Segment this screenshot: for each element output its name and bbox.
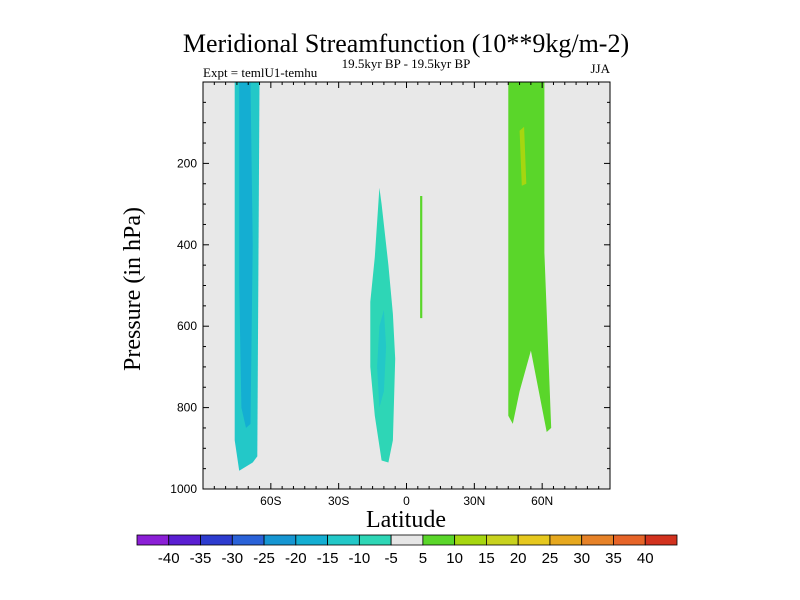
colorbar-label: 25 [542, 550, 559, 567]
colorbar-swatch [327, 534, 360, 546]
contour-southern-cell-inner [239, 82, 253, 428]
colorbar-label: -15 [317, 550, 339, 567]
y-axis-label: Pressure (in hPa) [120, 207, 146, 371]
x-tick-label: 30S [328, 494, 349, 508]
contour-equatorial-cell-inner [377, 309, 387, 408]
x-tick-label: 60N [531, 494, 553, 508]
plot-area [202, 81, 611, 490]
colorbar-swatch [613, 534, 646, 546]
contour-northern-cell [508, 82, 552, 432]
colorbar-label: 30 [573, 550, 590, 567]
colorbar-swatch [581, 534, 614, 546]
colorbar-label: -40 [158, 550, 180, 567]
y-tick-label: 200 [177, 156, 197, 170]
colorbar-swatch [549, 534, 583, 546]
experiment-label: Expt = temlU1-temhu [203, 65, 318, 80]
x-axis: 60S 30S 0 30N 60N [202, 82, 611, 508]
colorbar-label: 40 [637, 550, 654, 567]
colorbar-swatch [263, 534, 297, 546]
colorbar-swatch [168, 534, 201, 546]
y-tick-label: 1000 [170, 482, 197, 496]
colorbar-swatch [517, 534, 551, 546]
colorbar-swatch [200, 534, 233, 546]
colorbar-label: 35 [605, 550, 622, 567]
colorbar-swatch [454, 534, 487, 546]
colorbar-label: -25 [253, 550, 275, 567]
chart-title: Meridional Streamfunction (10**9kg/m-2) [183, 29, 629, 58]
colorbar-swatch [231, 534, 265, 546]
x-tick-label: 0 [403, 494, 410, 508]
colorbar-swatch [644, 534, 678, 546]
colorbar-label: -5 [384, 550, 397, 567]
season-label: JJA [590, 61, 610, 76]
contour-small-positive-cell [420, 196, 423, 319]
colorbar-swatch [486, 534, 519, 546]
colorbar-label: -20 [285, 550, 307, 567]
x-tick-label: 60S [260, 494, 281, 508]
x-tick-label: 30N [463, 494, 485, 508]
y-tick-label: 600 [177, 319, 197, 333]
colorbar-label: 10 [446, 550, 463, 567]
y-tick-label: 400 [177, 238, 197, 252]
x-axis-label: Latitude [366, 507, 446, 533]
colorbar-label: -10 [349, 550, 371, 567]
colorbar-label: 15 [478, 550, 495, 567]
y-axis: 200 400 600 800 1000 [170, 81, 610, 496]
period-label: 19.5kyr BP - 19.5kyr BP [342, 56, 471, 71]
colorbar-label: 5 [419, 550, 427, 567]
colorbar-label: -30 [221, 550, 243, 567]
colorbar-label: -35 [190, 550, 212, 567]
colorbar: -40 -35 -30 -25 -20 -15 -10 -5 5 10 15 20 25 30 35 40 [136, 534, 678, 567]
colorbar-swatch [295, 534, 328, 546]
colorbar-swatch [390, 534, 424, 546]
colorbar-swatch [422, 534, 456, 546]
y-tick-label: 800 [177, 401, 197, 415]
contour-northern-cell-core [519, 126, 527, 186]
colorbar-swatch [136, 534, 170, 546]
colorbar-label: 20 [510, 550, 527, 567]
colorbar-swatch [358, 534, 392, 546]
